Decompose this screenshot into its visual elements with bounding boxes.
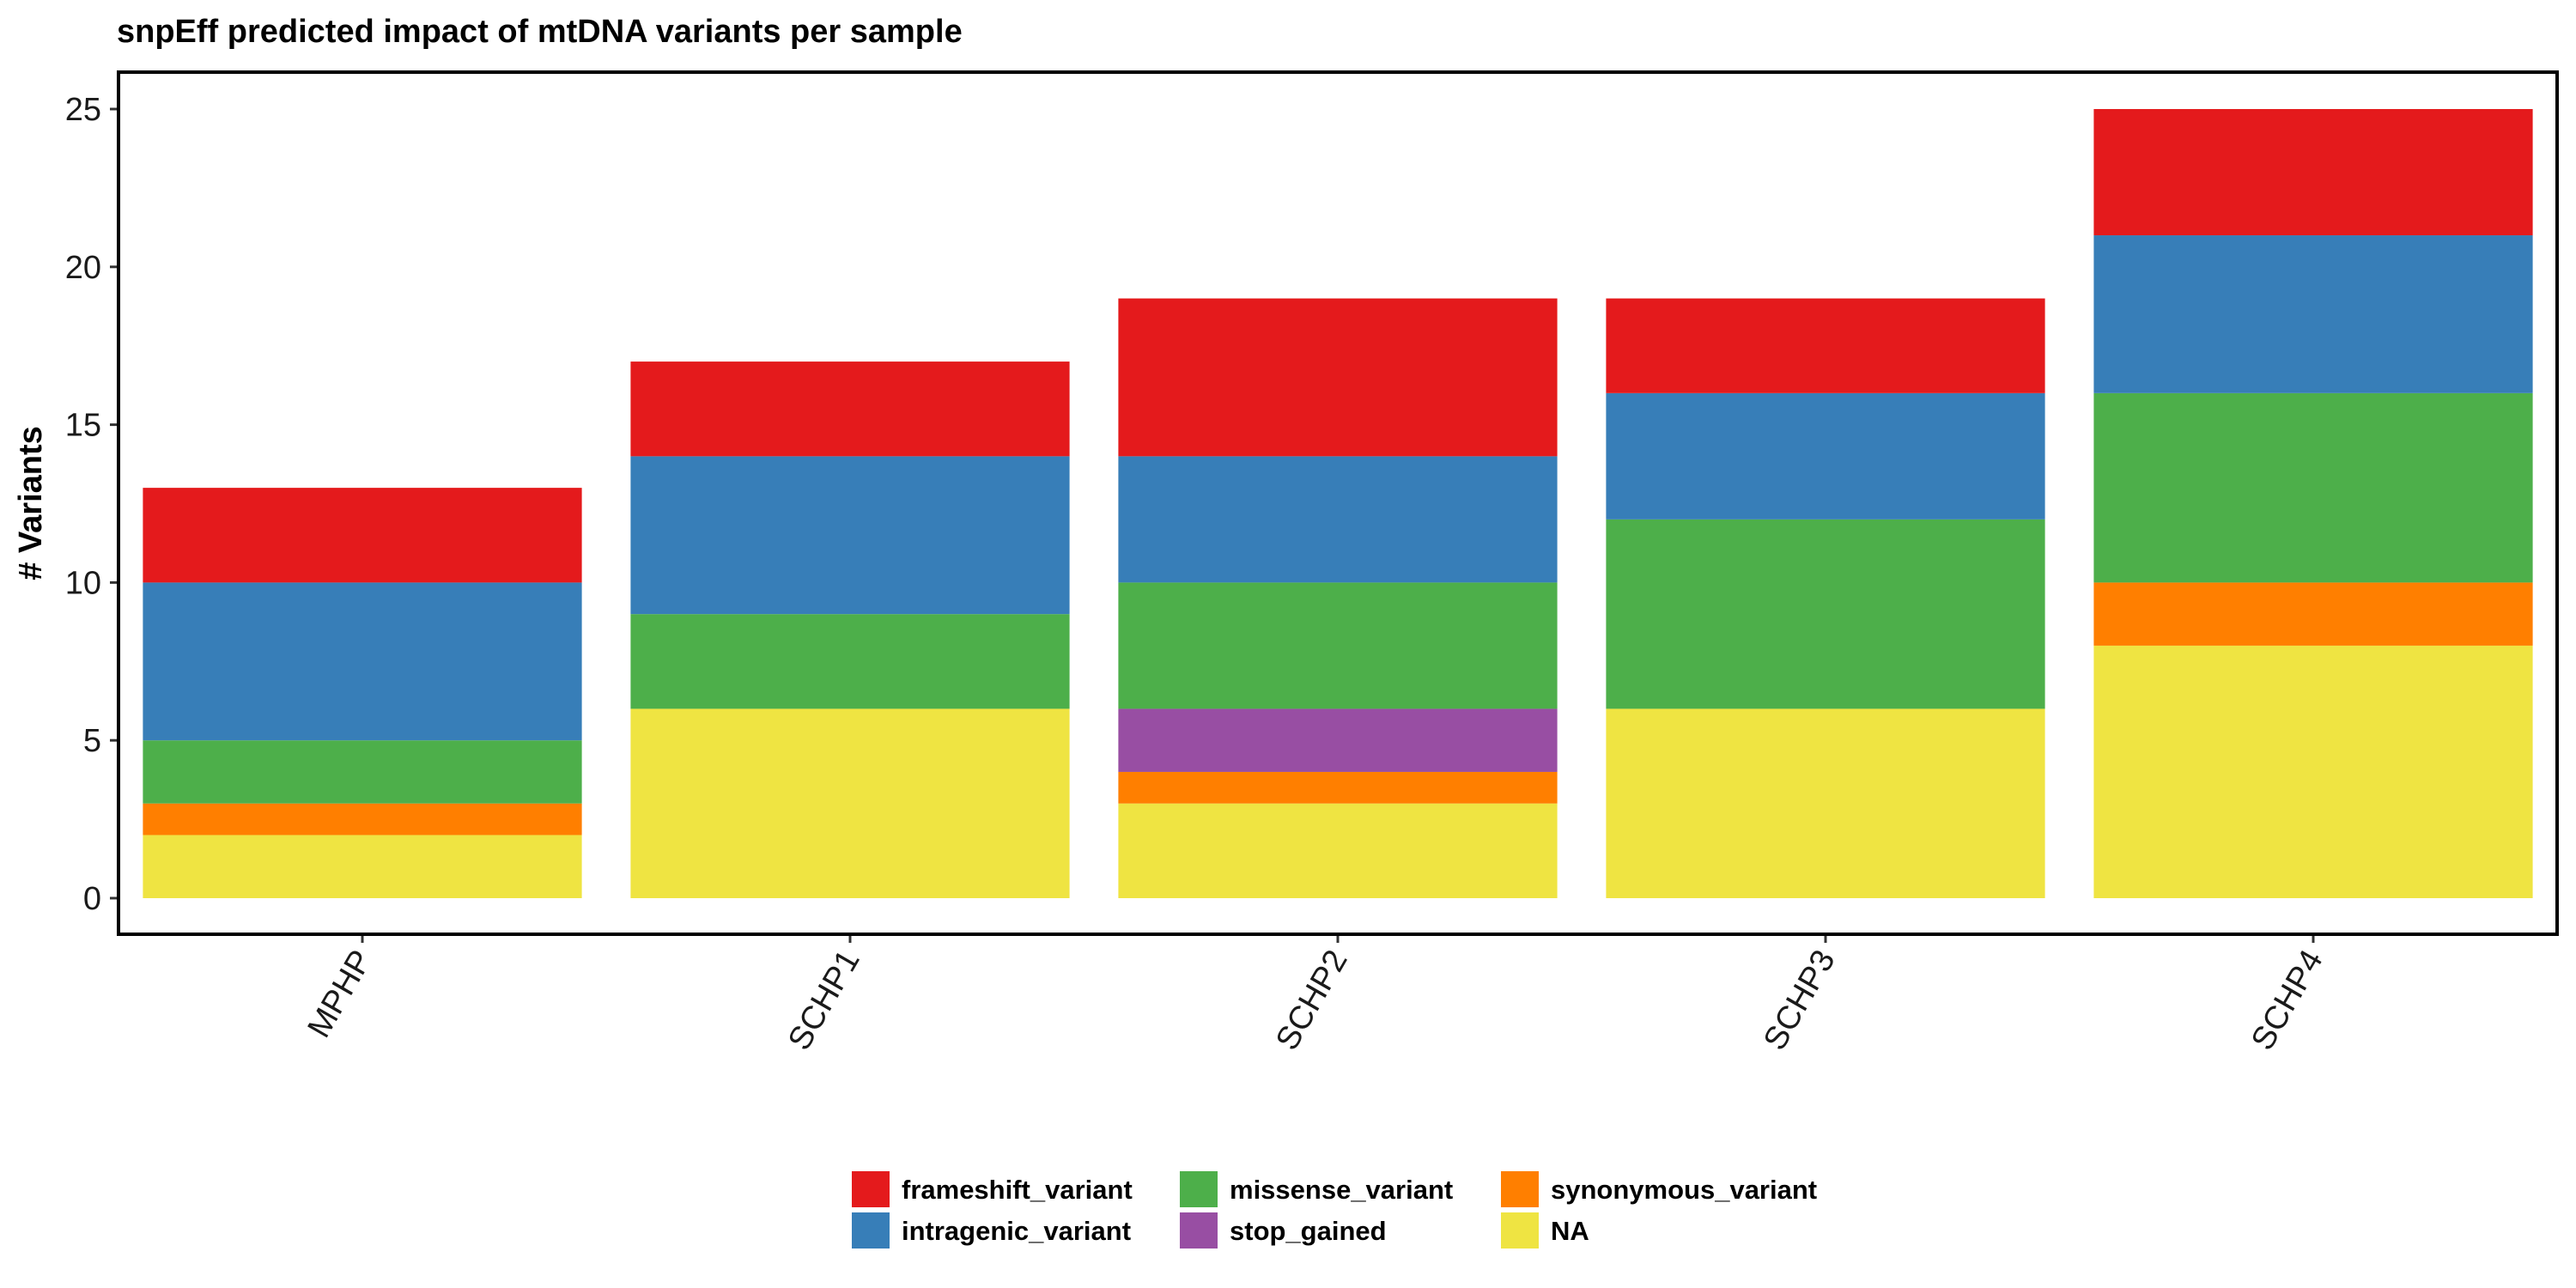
bar-schp4-missense-variant — [2093, 392, 2533, 583]
bar-schp1-na — [630, 708, 1070, 898]
legend-item-na: NA — [1501, 1212, 1589, 1249]
bar-schp2-intragenic-variant — [1118, 456, 1558, 583]
bar-schp4-frameshift-variant — [2093, 109, 2533, 236]
bar-mphp-intragenic-variant — [143, 582, 582, 741]
y-axis: 0 5 10 15 20 25 — [65, 92, 118, 917]
y-tick-label-20: 20 — [65, 250, 101, 286]
legend-item-frameshift-variant: frameshift_variant — [852, 1171, 1133, 1207]
legend-swatch-missense-variant — [1180, 1171, 1218, 1207]
legend-swatch-synonymous-variant — [1501, 1171, 1539, 1207]
legend-swatch-frameshift-variant — [852, 1171, 890, 1207]
bar-mphp-missense-variant — [143, 740, 582, 804]
bar-schp1-intragenic-variant — [630, 456, 1070, 615]
bar-mphp-synonymous-variant — [143, 803, 582, 835]
plot-panel-border — [117, 70, 2559, 936]
bar-schp4-na — [2093, 645, 2533, 898]
legend-item-missense-variant: missense_variant — [1180, 1171, 1453, 1207]
legend-swatch-intragenic-variant — [852, 1212, 890, 1249]
legend-label-na: NA — [1551, 1216, 1589, 1246]
legend-item-intragenic-variant: intragenic_variant — [852, 1212, 1131, 1249]
legend-label-missense-variant: missense_variant — [1230, 1175, 1453, 1205]
bar-schp3-na — [1606, 708, 2045, 898]
legend-swatch-na — [1501, 1212, 1539, 1249]
bar-mphp-frameshift-variant — [143, 488, 582, 583]
y-tick-label-0: 0 — [83, 881, 101, 917]
y-tick-label-5: 5 — [83, 723, 101, 759]
legend-label-synonymous-variant: synonymous_variant — [1551, 1175, 1817, 1205]
chart-title: snpEff predicted impact of mtDNA variant… — [117, 14, 963, 50]
bar-schp2-synonymous-variant — [1118, 771, 1558, 804]
legend-label-frameshift-variant: frameshift_variant — [902, 1175, 1133, 1205]
bar-schp3-frameshift-variant — [1606, 298, 2045, 393]
legend-item-synonymous-variant: synonymous_variant — [1501, 1171, 1817, 1207]
x-tick-label-mphp: MPHP — [301, 945, 380, 1044]
bar-schp3-intragenic-variant — [1606, 392, 2045, 519]
x-tick-label-schp2: SCHP2 — [1269, 945, 1355, 1057]
bar-schp4-intragenic-variant — [2093, 235, 2533, 393]
legend-label-stop-gained: stop_gained — [1230, 1216, 1387, 1246]
bar-schp2-na — [1118, 803, 1558, 898]
y-tick-label-25: 25 — [65, 92, 101, 128]
legend-swatch-stop-gained — [1180, 1212, 1218, 1249]
bar-schp2-missense-variant — [1118, 582, 1558, 709]
bar-schp4-synonymous-variant — [2093, 582, 2533, 646]
y-tick-label-15: 15 — [65, 408, 101, 444]
bars-layer — [143, 109, 2533, 898]
bar-schp2-frameshift-variant — [1118, 298, 1558, 457]
legend: frameshift_variant intragenic_variant miss… — [852, 1171, 1817, 1249]
bar-schp1-missense-variant — [630, 614, 1070, 709]
bar-schp2-stop-gained — [1118, 708, 1558, 772]
bar-schp1-frameshift-variant — [630, 361, 1070, 457]
legend-label-intragenic-variant: intragenic_variant — [902, 1216, 1131, 1246]
legend-item-stop-gained: stop_gained — [1180, 1212, 1387, 1249]
y-axis-title: # Variants — [13, 426, 49, 580]
x-axis: MPHP SCHP1 SCHP2 SCHP3 SCHP4 — [301, 934, 2330, 1056]
bar-mphp-na — [143, 835, 582, 898]
x-tick-label-schp1: SCHP1 — [781, 945, 867, 1057]
x-tick-label-schp3: SCHP3 — [1757, 945, 1843, 1057]
bar-schp3-missense-variant — [1606, 519, 2045, 709]
x-tick-label-schp4: SCHP4 — [2245, 945, 2330, 1057]
y-tick-label-10: 10 — [65, 565, 101, 601]
